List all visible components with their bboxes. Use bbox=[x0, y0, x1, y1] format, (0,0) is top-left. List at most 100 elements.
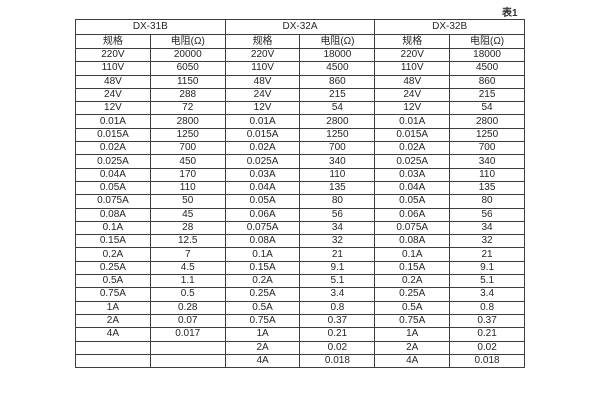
sub-header-row: 规格 电阻(Ω) 规格 电阻(Ω) 规格 电阻(Ω) bbox=[75, 34, 525, 49]
spec-cell: 0.04A bbox=[224, 180, 301, 196]
group-header-row: DX-31B DX-32A DX-32B bbox=[75, 19, 525, 35]
resistance-cell: 2800 bbox=[149, 114, 226, 129]
spec-cell: 0.05A bbox=[75, 180, 151, 196]
table-row: 0.15A 12.5 0.08A 32 0.08A 32 bbox=[75, 234, 525, 249]
resistance-cell: 0.37 bbox=[449, 313, 525, 329]
resistance-cell: 700 bbox=[449, 141, 525, 156]
table-row: 220V 20000 220V 18000 220V 18000 bbox=[75, 47, 525, 63]
spec-cell: 0.08A bbox=[374, 234, 451, 249]
resistance-cell: 0.21 bbox=[449, 327, 525, 342]
resistance-cell: 9.1 bbox=[449, 260, 525, 276]
resistance-cell: 170 bbox=[149, 167, 226, 182]
resistance-cell: 1150 bbox=[149, 74, 226, 89]
spec-cell: 24V bbox=[374, 87, 451, 103]
table-row: 0.1A 28 0.075A 34 0.075A 34 bbox=[75, 220, 525, 236]
spec-cell: 0.01A bbox=[224, 114, 301, 129]
spec-cell: 0.015A bbox=[75, 127, 151, 143]
table-row: 0.2A 7 0.1A 21 0.1A 21 bbox=[75, 247, 525, 262]
column-group-dx-31b: DX-31B bbox=[75, 19, 226, 35]
resistance-cell: 0.017 bbox=[149, 327, 226, 342]
resistance-cell: 1250 bbox=[299, 127, 376, 143]
resistance-cell: 21 bbox=[449, 247, 525, 262]
spec-cell: 0.015A bbox=[374, 127, 451, 143]
resistance-cell: 0.37 bbox=[299, 313, 376, 329]
resistance-cell: 3.4 bbox=[299, 287, 376, 302]
table-row: 2A 0.02 2A 0.02 bbox=[75, 340, 525, 355]
table-row: 24V 288 24V 215 24V 215 bbox=[75, 87, 525, 103]
spec-cell: 0.03A bbox=[374, 167, 451, 182]
table-header: DX-31B DX-32A DX-32B 规格 电阻(Ω) 规格 电阻(Ω) 规格 电阻(Ω) bbox=[75, 19, 525, 49]
spec-cell: 24V bbox=[224, 87, 301, 103]
table-row: 0.25A 4.5 0.15A 9.1 0.15A 9.1 bbox=[75, 260, 525, 276]
spec-cell: 12V bbox=[224, 101, 301, 116]
table-row: 0.015A 1250 0.015A 1250 0.015A 1250 bbox=[75, 127, 525, 143]
spec-cell: 0.02A bbox=[224, 141, 301, 156]
resistance-cell: 56 bbox=[299, 207, 376, 222]
resistance-cell: 340 bbox=[449, 154, 525, 169]
spec-cell: 0.2A bbox=[374, 274, 451, 289]
table-row: 12V 72 12V 54 12V 54 bbox=[75, 101, 525, 116]
spec-cell: 0.06A bbox=[224, 207, 301, 222]
table-body: 220V 20000 220V 18000 220V 18000 110V 6050 110V 4… bbox=[75, 47, 525, 369]
spec-cell: 0.04A bbox=[374, 180, 451, 196]
resistance-cell: 0.018 bbox=[299, 353, 376, 369]
resistance-cell: 28 bbox=[149, 220, 226, 236]
resistance-cell: 32 bbox=[449, 234, 525, 249]
spec-cell: 0.02A bbox=[75, 141, 151, 156]
table-row: 4A 0.017 1A 0.21 1A 0.21 bbox=[75, 327, 525, 342]
spec-cell: 0.015A bbox=[224, 127, 301, 143]
table-row: 0.5A 1.1 0.2A 5.1 0.2A 5.1 bbox=[75, 274, 525, 289]
spec-cell: 0.15A bbox=[224, 260, 301, 276]
resistance-cell: 135 bbox=[299, 180, 376, 196]
resistance-cell: 80 bbox=[449, 194, 525, 209]
resistance-cell: 4.5 bbox=[149, 260, 226, 276]
spec-cell: 2A bbox=[374, 340, 451, 355]
resistance-cell: 0.07 bbox=[149, 313, 226, 329]
spec-header: 规格 bbox=[224, 34, 301, 49]
column-group-dx-32a: DX-32A bbox=[224, 19, 376, 35]
table-row: 0.05A 110 0.04A 135 0.04A 135 bbox=[75, 180, 525, 196]
resistance-cell: 54 bbox=[299, 101, 376, 116]
table-row: 110V 6050 110V 4500 110V 4500 bbox=[75, 61, 525, 76]
spec-cell: 4A bbox=[224, 353, 301, 369]
resistance-cell: 0.8 bbox=[449, 300, 525, 315]
resistance-cell: 340 bbox=[299, 154, 376, 169]
table-row: 2A 0.07 0.75A 0.37 0.75A 0.37 bbox=[75, 313, 525, 329]
spec-cell: 0.05A bbox=[374, 194, 451, 209]
spec-cell: 0.5A bbox=[374, 300, 451, 315]
resistance-cell: 4500 bbox=[299, 61, 376, 76]
resistance-header: 电阻(Ω) bbox=[449, 34, 525, 49]
resistance-cell: 18000 bbox=[299, 47, 376, 63]
spec-cell: 0.5A bbox=[224, 300, 301, 315]
table-row: 4A 0.018 4A 0.018 bbox=[75, 353, 525, 369]
resistance-cell: 135 bbox=[449, 180, 525, 196]
spec-cell: 0.2A bbox=[224, 274, 301, 289]
resistance-header: 电阻(Ω) bbox=[299, 34, 376, 49]
resistance-cell bbox=[149, 340, 226, 355]
resistance-cell: 12.5 bbox=[149, 234, 226, 249]
resistance-cell: 450 bbox=[149, 154, 226, 169]
spec-cell: 0.25A bbox=[374, 287, 451, 302]
resistance-cell: 5.1 bbox=[299, 274, 376, 289]
resistance-cell: 110 bbox=[449, 167, 525, 182]
resistance-cell: 288 bbox=[149, 87, 226, 103]
spec-cell: 0.075A bbox=[224, 220, 301, 236]
resistance-cell: 6050 bbox=[149, 61, 226, 76]
resistance-cell: 18000 bbox=[449, 47, 525, 63]
resistance-cell: 45 bbox=[149, 207, 226, 222]
resistance-cell: 9.1 bbox=[299, 260, 376, 276]
spec-cell: 0.1A bbox=[75, 220, 151, 236]
spec-cell: 0.01A bbox=[75, 114, 151, 129]
spec-cell: 0.5A bbox=[75, 274, 151, 289]
spec-cell: 0.15A bbox=[75, 234, 151, 249]
spec-cell: 0.1A bbox=[224, 247, 301, 262]
resistance-cell: 1250 bbox=[449, 127, 525, 143]
resistance-cell: 0.28 bbox=[149, 300, 226, 315]
resistance-cell: 3.4 bbox=[449, 287, 525, 302]
spec-cell: 0.03A bbox=[224, 167, 301, 182]
table-row: 1A 0.28 0.5A 0.8 0.5A 0.8 bbox=[75, 300, 525, 315]
resistance-cell: 1.1 bbox=[149, 274, 226, 289]
table-caption: 表1 bbox=[502, 8, 518, 19]
table-row: 0.02A 700 0.02A 700 0.02A 700 bbox=[75, 141, 525, 156]
resistance-cell bbox=[149, 353, 226, 369]
